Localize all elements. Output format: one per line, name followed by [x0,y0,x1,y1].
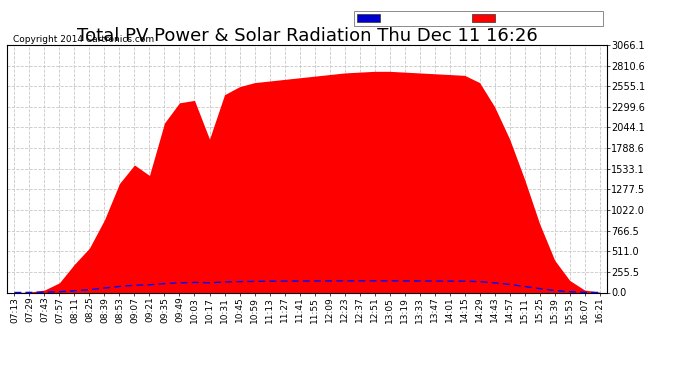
Title: Total PV Power & Solar Radiation Thu Dec 11 16:26: Total PV Power & Solar Radiation Thu Dec… [77,27,538,45]
Text: Copyright 2014 Cartronics.com: Copyright 2014 Cartronics.com [13,35,154,44]
Legend: Radiation  (W/m2), PV Panels  (DC Watts): Radiation (W/m2), PV Panels (DC Watts) [355,11,602,26]
